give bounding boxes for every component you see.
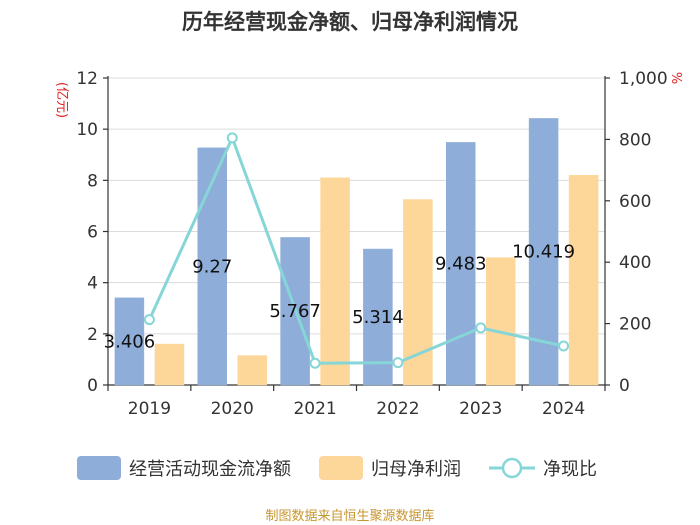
right-axis-tick-label: 800: [619, 130, 651, 150]
right-axis-tick-label: 0: [619, 376, 630, 396]
left-axis-tick-label: 10: [76, 120, 98, 140]
left-axis-tick-label: 6: [87, 223, 98, 243]
x-axis-tick-label: 2020: [211, 399, 254, 419]
legend-label: 经营活动现金流净额: [129, 459, 291, 480]
left-axis-tick-label: 4: [87, 274, 98, 294]
x-axis-tick-label: 2023: [459, 399, 502, 419]
bar-net-profit: [568, 174, 599, 386]
left-axis-title: (亿元): [54, 82, 69, 118]
line-point-net-cash-ratio: [558, 340, 570, 352]
legend-swatch: [77, 456, 121, 480]
bar-data-label: 5.767: [269, 301, 321, 322]
bar-net-profit: [320, 177, 350, 386]
bar-data-label: 9.27: [192, 256, 232, 277]
left-axis-tick-label: 0: [87, 376, 98, 396]
bar-data-label: 9.483: [435, 254, 487, 275]
legend-swatch: [319, 456, 363, 480]
x-axis-tick-label: 2019: [128, 399, 171, 419]
legend-label: 归母净利润: [371, 459, 461, 480]
x-axis-tick-label: 2022: [376, 399, 419, 419]
bar-net-profit: [154, 343, 185, 386]
right-axis-tick-label: 400: [619, 253, 651, 273]
chart-title: 历年经营现金净额、归母净利润情况: [182, 10, 518, 34]
x-axis-tick-label: 2024: [542, 399, 585, 419]
line-point-net-cash-ratio: [226, 132, 238, 144]
bar-data-label: 3.406: [104, 331, 156, 352]
bar-operating-cash-flow: [197, 147, 227, 386]
line-net-cash-ratio: [148, 133, 564, 365]
right-axis-tick-label: 1,000: [619, 69, 668, 89]
legend-label: 净现比: [543, 459, 597, 480]
line-point-net-cash-ratio: [392, 357, 404, 369]
bar-data-label: 5.314: [352, 307, 404, 328]
line-point-net-cash-ratio: [475, 322, 487, 334]
bar-operating-cash-flow: [446, 142, 476, 386]
line-point-net-cash-ratio: [309, 357, 321, 369]
source-note: 制图数据来自恒生聚源数据库: [265, 509, 435, 524]
right-axis-tick-label: 200: [619, 315, 651, 335]
right-axis-title: %: [668, 72, 683, 84]
right-axis-tick-label: 600: [619, 192, 651, 212]
bar-net-profit: [486, 257, 516, 386]
legend-marker: [501, 457, 523, 479]
left-axis-tick-label: 2: [87, 325, 98, 345]
bar-data-label: 10.419: [512, 242, 575, 263]
x-axis-tick-label: 2021: [293, 399, 336, 419]
left-axis-tick-label: 12: [76, 69, 98, 89]
bar-operating-cash-flow: [114, 297, 145, 386]
left-axis-tick-label: 8: [87, 171, 98, 191]
bar-net-profit: [237, 355, 267, 386]
line-point-net-cash-ratio: [143, 314, 155, 326]
